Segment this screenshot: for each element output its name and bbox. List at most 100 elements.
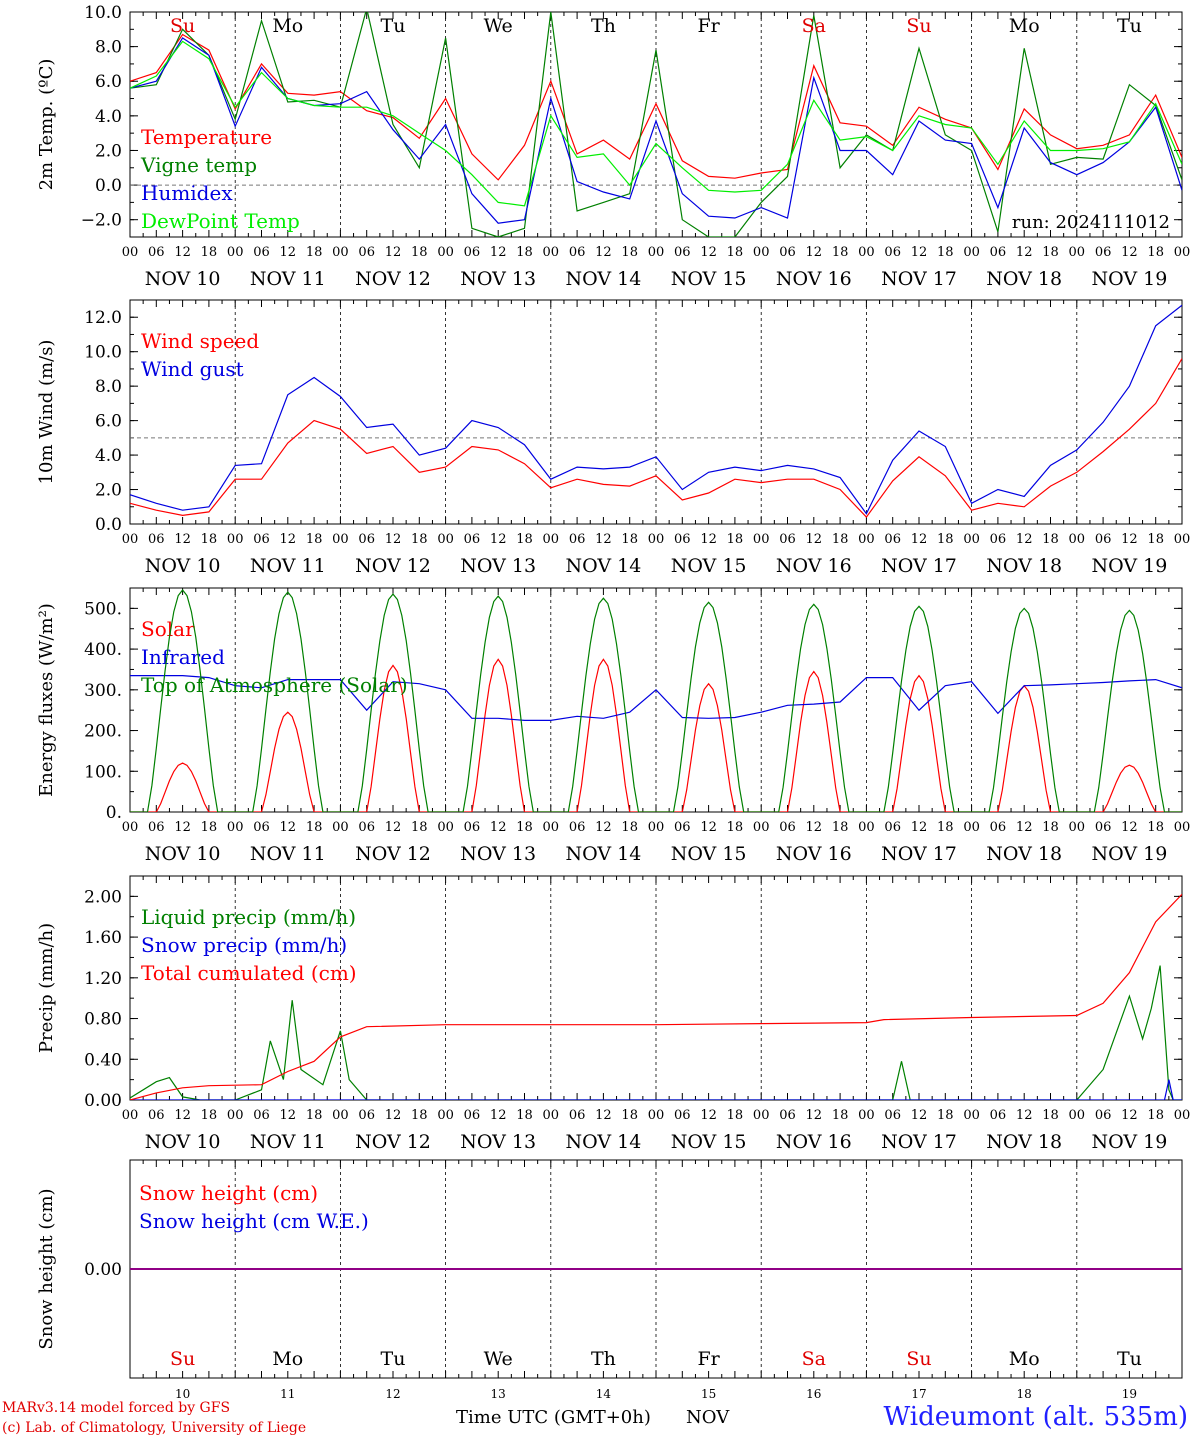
hour-tick-label: 06 bbox=[358, 820, 375, 835]
hour-tick-label: 06 bbox=[148, 1108, 165, 1123]
hour-tick-label: 18 bbox=[937, 532, 954, 547]
y-tick-label: 4.0 bbox=[95, 107, 122, 127]
day-number-label: 12 bbox=[385, 1387, 400, 1401]
date-label: NOV 16 bbox=[776, 268, 852, 290]
hour-tick-label: 00 bbox=[1174, 532, 1191, 547]
date-label: NOV 18 bbox=[986, 268, 1062, 290]
hour-tick-label: 06 bbox=[1095, 245, 1112, 260]
hour-tick-label: 12 bbox=[280, 820, 297, 835]
weekday-label: Sa bbox=[802, 15, 826, 37]
legend-entry: Total cumulated (cm) bbox=[141, 961, 357, 985]
model-credit: MARv3.14 model forced by GFS bbox=[2, 1400, 231, 1416]
hour-tick-label: 18 bbox=[1042, 1108, 1059, 1123]
hour-tick-label: 12 bbox=[280, 245, 297, 260]
hour-tick-label: 12 bbox=[1016, 1108, 1033, 1123]
hour-tick-label: 12 bbox=[806, 532, 823, 547]
legend-entry: Snow height (cm) bbox=[139, 1181, 318, 1205]
series-line-humidex bbox=[130, 37, 1182, 224]
hour-tick-label: 06 bbox=[358, 532, 375, 547]
hour-tick-label: 12 bbox=[911, 245, 928, 260]
hour-tick-label: 12 bbox=[385, 532, 402, 547]
hour-tick-label: 12 bbox=[595, 532, 612, 547]
date-label: NOV 17 bbox=[881, 843, 957, 865]
hour-tick-label: 06 bbox=[358, 1108, 375, 1123]
hour-tick-label: 00 bbox=[753, 532, 770, 547]
hour-tick-label: 12 bbox=[385, 820, 402, 835]
y-tick-label: 6.0 bbox=[95, 72, 122, 92]
hour-tick-label: 12 bbox=[595, 245, 612, 260]
hour-tick-label: 12 bbox=[911, 532, 928, 547]
hour-tick-label: 12 bbox=[1016, 820, 1033, 835]
y-tick-label: 1.60 bbox=[84, 928, 122, 948]
hour-tick-label: 18 bbox=[1147, 532, 1164, 547]
hour-tick-label: 12 bbox=[1016, 532, 1033, 547]
legend-entry: Solar bbox=[141, 617, 195, 641]
hour-tick-label: 18 bbox=[937, 820, 954, 835]
hour-tick-label: 06 bbox=[358, 245, 375, 260]
hour-tick-label: 18 bbox=[201, 245, 218, 260]
day-number-label: 19 bbox=[1122, 1387, 1137, 1401]
hour-tick-label: 18 bbox=[411, 1108, 428, 1123]
weekday-label: We bbox=[484, 1348, 513, 1370]
month-label: NOV bbox=[686, 1407, 730, 1428]
hour-tick-label: 06 bbox=[464, 245, 481, 260]
hour-tick-label: 12 bbox=[1121, 1108, 1138, 1123]
weekday-label: Mo bbox=[272, 15, 303, 37]
weekday-label: Fr bbox=[697, 1348, 720, 1370]
y-tick-label: 0.40 bbox=[84, 1050, 122, 1070]
hour-tick-label: 06 bbox=[569, 245, 586, 260]
day-number-label: 13 bbox=[491, 1387, 506, 1401]
hour-tick-label: 18 bbox=[201, 820, 218, 835]
hour-tick-label: 06 bbox=[1095, 820, 1112, 835]
hour-tick-label: 00 bbox=[648, 1108, 665, 1123]
series-line-snow-precip-mm-h- bbox=[130, 1079, 1182, 1100]
legend-entry: Temperature bbox=[141, 125, 272, 149]
hour-tick-label: 06 bbox=[884, 1108, 901, 1123]
hour-tick-label: 06 bbox=[569, 1108, 586, 1123]
hour-tick-label: 00 bbox=[1174, 245, 1191, 260]
hour-tick-label: 00 bbox=[648, 245, 665, 260]
hour-tick-label: 18 bbox=[937, 245, 954, 260]
hour-tick-label: 06 bbox=[148, 245, 165, 260]
hour-tick-label: 00 bbox=[227, 245, 244, 260]
run-label: run: 2024111012 bbox=[1012, 212, 1170, 233]
day-number-label: 16 bbox=[806, 1387, 821, 1401]
date-label: NOV 11 bbox=[250, 1131, 326, 1153]
hour-tick-label: 18 bbox=[516, 245, 533, 260]
date-label: NOV 18 bbox=[986, 843, 1062, 865]
series-line-wind-gust bbox=[130, 304, 1182, 515]
hour-tick-label: 12 bbox=[490, 1108, 507, 1123]
hour-tick-label: 00 bbox=[122, 1108, 139, 1123]
hour-tick-label: 06 bbox=[1095, 1108, 1112, 1123]
hour-tick-label: 18 bbox=[727, 532, 744, 547]
hour-tick-label: 18 bbox=[411, 532, 428, 547]
station-name: Wideumont (alt. 535m) bbox=[883, 1402, 1188, 1432]
hour-tick-label: 18 bbox=[1042, 820, 1059, 835]
y-tick-label: 0.00 bbox=[84, 1260, 122, 1280]
lab-credit: (c) Lab. of Climatology, University of L… bbox=[2, 1420, 307, 1436]
y-axis-title: Precip (mm/h) bbox=[36, 923, 57, 1053]
date-label: NOV 13 bbox=[460, 1131, 536, 1153]
hour-tick-label: 06 bbox=[884, 532, 901, 547]
hour-tick-label: 18 bbox=[621, 245, 638, 260]
date-label: NOV 11 bbox=[250, 268, 326, 290]
hour-tick-label: 00 bbox=[437, 532, 454, 547]
series-line-infrared bbox=[130, 674, 1182, 722]
legend-entry: Wind gust bbox=[141, 357, 244, 381]
hour-tick-label: 00 bbox=[1069, 532, 1086, 547]
hour-tick-label: 06 bbox=[990, 1108, 1007, 1123]
date-label: NOV 19 bbox=[1091, 843, 1167, 865]
y-axis-title: Snow height (cm) bbox=[36, 1188, 57, 1349]
y-tick-label: 0. bbox=[106, 803, 122, 823]
day-number-label: 10 bbox=[175, 1387, 190, 1401]
date-label: NOV 12 bbox=[355, 1131, 431, 1153]
hour-tick-label: 18 bbox=[1147, 245, 1164, 260]
weekday-label: Tu bbox=[1117, 15, 1142, 37]
hour-tick-label: 12 bbox=[385, 1108, 402, 1123]
y-tick-label: 0.0 bbox=[95, 515, 122, 535]
hour-tick-label: 06 bbox=[253, 820, 270, 835]
hour-tick-label: 12 bbox=[911, 1108, 928, 1123]
series-line-dewpoint-temp bbox=[130, 40, 1182, 207]
hour-tick-label: 00 bbox=[1069, 245, 1086, 260]
date-label: NOV 19 bbox=[1091, 555, 1167, 577]
